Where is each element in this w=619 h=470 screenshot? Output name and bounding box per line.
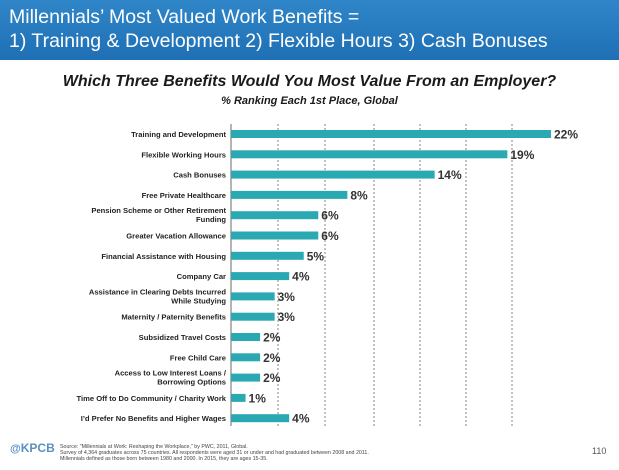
bar <box>231 272 290 281</box>
category-label: Time Off to Do Community / Charity Work <box>77 394 227 403</box>
bar <box>231 312 275 321</box>
category-label: Free Child Care <box>170 353 226 362</box>
logo-text: KPCB <box>20 441 55 455</box>
category-label: Pension Scheme or Other Retirement <box>91 206 226 215</box>
category-label: Maternity / Paternity Benefits <box>121 313 226 322</box>
bar-value-label: 19% <box>510 148 534 162</box>
bar-value-label: 8% <box>350 188 368 202</box>
category-label: Cash Bonuses <box>173 171 226 180</box>
logo-at: @ <box>10 443 21 455</box>
kpcb-logo: @KPCB <box>10 441 55 455</box>
category-label: Training and Development <box>131 130 226 139</box>
bar-value-label: 6% <box>321 229 339 243</box>
bar <box>231 353 261 362</box>
bar-value-label: 3% <box>278 290 296 304</box>
category-label: Access to Low Interest Loans / <box>115 369 227 378</box>
bar-value-label: 1% <box>249 391 267 405</box>
header-title-line-2: 1) Training & Development 2) Flexible Ho… <box>9 30 548 52</box>
chart-title: Which Three Benefits Would You Most Valu… <box>62 73 557 90</box>
bar <box>231 373 261 382</box>
bar-value-label: 2% <box>263 351 281 365</box>
page-number: 110 <box>592 446 607 456</box>
bar <box>231 414 290 423</box>
bar-value-label: 2% <box>263 371 281 385</box>
bar-value-label: 5% <box>307 249 325 263</box>
bar <box>231 190 348 199</box>
category-label: Flexible Working Hours <box>141 150 226 159</box>
bar <box>231 292 275 301</box>
bar <box>231 393 246 402</box>
header-title-line-1: Millennials’ Most Valued Work Benefits = <box>9 6 360 28</box>
category-label: Assistance in Clearing Debts Incurred <box>89 287 227 296</box>
source-line: Source: "Millennials at Work: Reshaping … <box>60 444 248 450</box>
bar-chart: 22% Training and Development 19% Flexible W… <box>77 124 578 426</box>
bar-value-label: 3% <box>278 310 296 324</box>
category-label: While Studying <box>171 296 226 305</box>
category-label: Subsidized Travel Costs <box>139 333 226 342</box>
bar-value-label: 14% <box>438 168 462 182</box>
source-note: Source: "Millennials at Work: Reshaping … <box>60 444 530 463</box>
category-label: Financial Assistance with Housing <box>101 252 226 261</box>
bar-value-label: 6% <box>321 209 339 223</box>
header-banner: Millennials’ Most Valued Work Benefits =… <box>0 0 619 60</box>
bar-value-label: 4% <box>292 270 310 284</box>
bar-value-label: 4% <box>292 412 310 426</box>
source-line: Survey of 4,364 graduates across 75 coun… <box>60 450 369 457</box>
source-line: Millennials defined as those born betwee… <box>60 456 268 463</box>
bar <box>231 170 435 179</box>
bar <box>231 231 319 240</box>
category-label: Greater Vacation Allowance <box>126 232 226 241</box>
category-label: Company Car <box>177 272 226 281</box>
category-label: Funding <box>196 215 226 224</box>
category-label: Borrowing Options <box>157 378 226 387</box>
bar-value-label: 22% <box>554 128 578 142</box>
bar <box>231 211 319 220</box>
bar-value-label: 2% <box>263 331 281 345</box>
category-label: I’d Prefer No Benefits and Higher Wages <box>81 414 226 423</box>
chart-subtitle: % Ranking Each 1st Place, Global <box>221 95 398 107</box>
bar <box>231 251 304 260</box>
bar <box>231 150 508 159</box>
bar <box>231 333 261 341</box>
category-label: Free Private Healthcare <box>142 191 226 200</box>
bar <box>231 130 551 138</box>
